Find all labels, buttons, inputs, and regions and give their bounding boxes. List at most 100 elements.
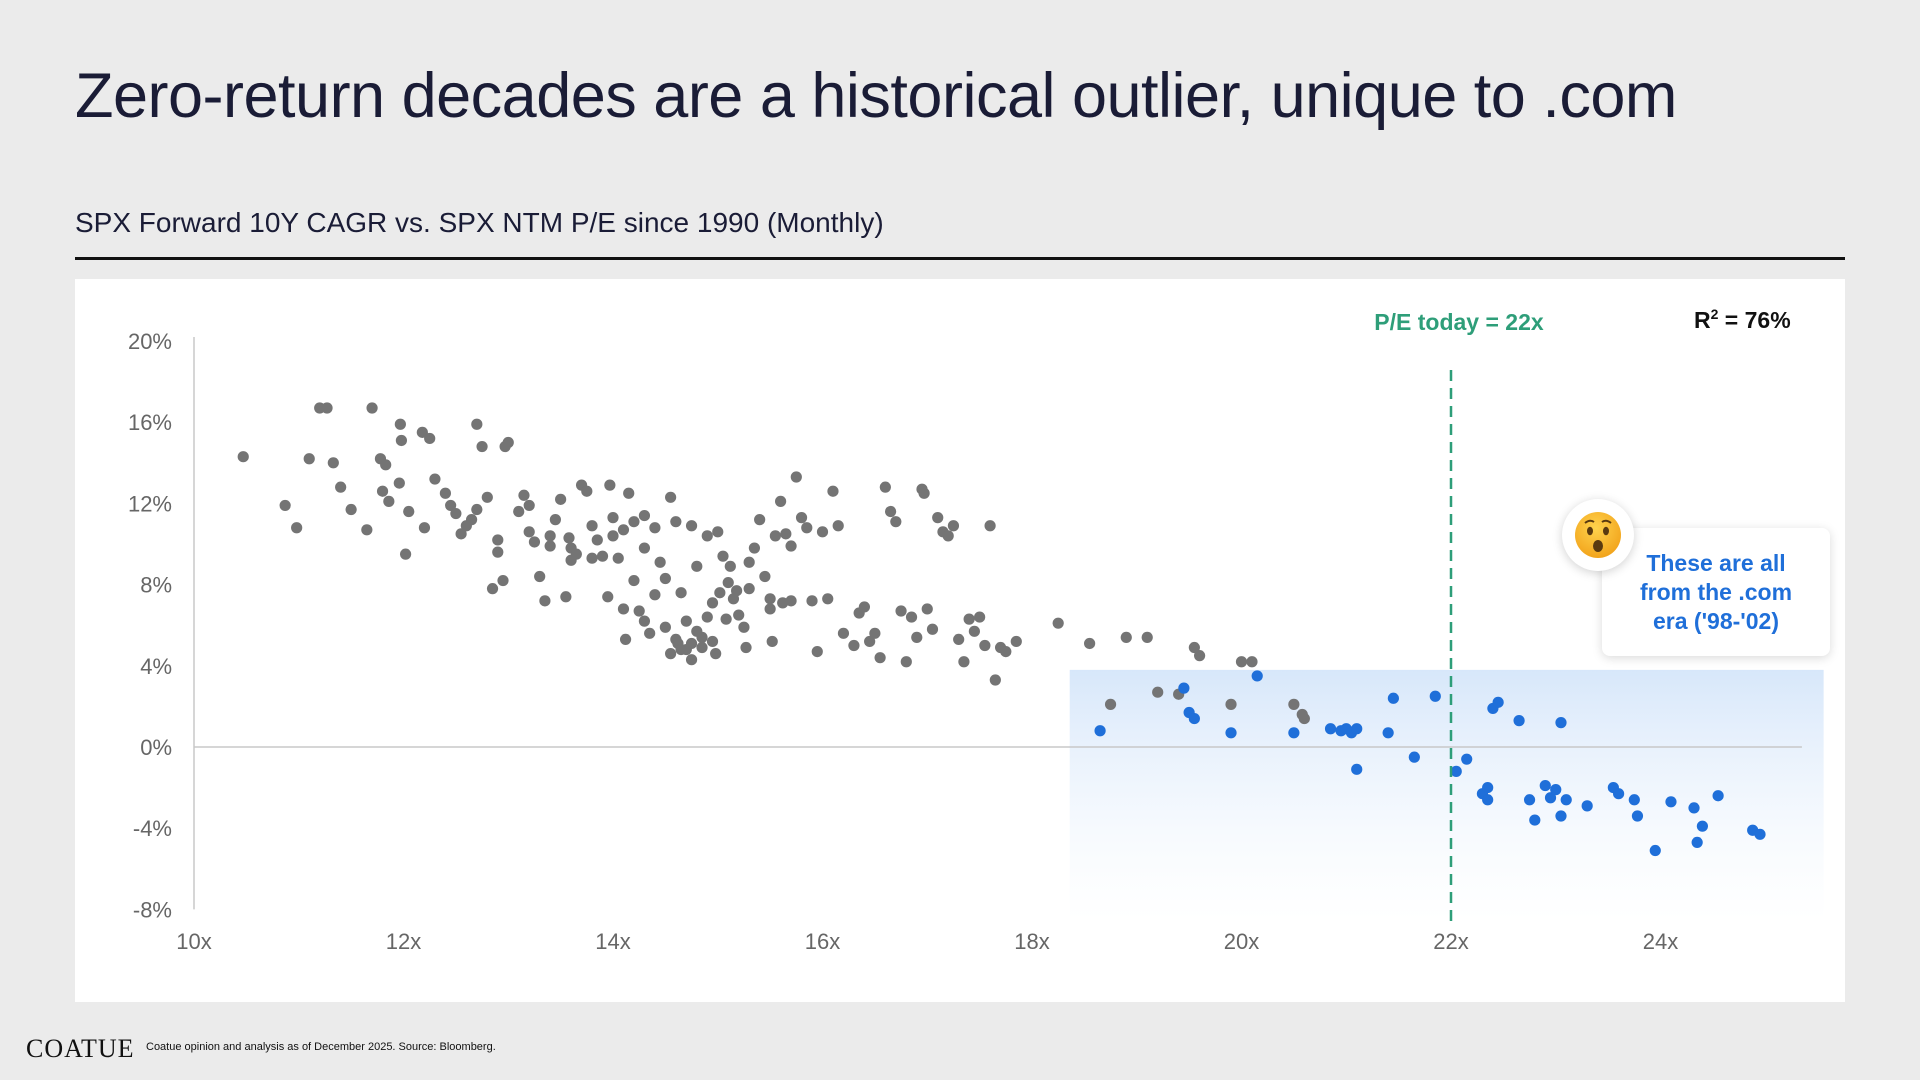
x-tick-label: 12x — [386, 929, 421, 954]
dotcom-data-point — [1581, 800, 1593, 812]
data-point — [607, 512, 619, 524]
dotcom-data-point — [1387, 692, 1399, 704]
data-point — [790, 471, 802, 483]
data-point — [424, 432, 436, 445]
data-point — [1084, 637, 1096, 650]
data-point — [376, 485, 389, 497]
dotcom-data-point — [1544, 792, 1557, 804]
dotcom-callout: These are all from the .com era ('98-'02… — [1602, 528, 1830, 656]
dotcom-data-point — [1523, 794, 1536, 806]
data-point — [481, 491, 493, 503]
data-point — [623, 487, 635, 499]
data-point — [926, 623, 939, 635]
dotcom-data-point — [1094, 725, 1106, 737]
callout-text: These are all from the .com era ('98-'02… — [1639, 549, 1793, 634]
data-point — [766, 635, 778, 648]
data-point — [691, 560, 703, 572]
data-point — [1288, 698, 1300, 710]
dotcom-data-point — [1631, 810, 1644, 822]
dotcom-data-point — [1288, 727, 1300, 739]
data-point — [604, 479, 616, 491]
dotcom-data-point — [1188, 712, 1200, 725]
data-point — [714, 587, 726, 599]
data-point — [617, 603, 630, 615]
data-point — [918, 487, 930, 499]
data-point — [869, 627, 881, 639]
data-point — [335, 481, 347, 493]
data-point — [947, 520, 960, 532]
dotcom-data-point — [1513, 715, 1525, 727]
data-point — [811, 645, 823, 658]
data-point — [712, 526, 724, 538]
data-point — [366, 402, 378, 414]
data-point — [602, 591, 614, 603]
data-point — [471, 418, 483, 430]
dotcom-highlight-region — [1069, 669, 1824, 922]
data-point — [942, 530, 954, 542]
data-point — [586, 520, 598, 532]
data-point — [612, 552, 624, 564]
data-point — [361, 524, 373, 536]
data-point — [654, 556, 666, 568]
data-point — [696, 641, 708, 654]
data-point — [680, 615, 692, 627]
data-point — [706, 635, 719, 648]
dotcom-data-point — [1613, 788, 1625, 800]
brand-logo: COATUE — [26, 1034, 135, 1063]
y-tick-label: -4% — [133, 816, 172, 841]
data-point — [455, 528, 467, 540]
data-point — [534, 570, 546, 583]
dotcom-data-point — [1408, 751, 1420, 763]
data-point — [380, 459, 392, 471]
data-point — [738, 621, 750, 633]
dotcom-data-point — [1649, 844, 1661, 857]
dotcom-data-point — [1696, 820, 1708, 832]
data-point — [476, 440, 488, 453]
data-point — [720, 613, 732, 625]
data-point — [932, 512, 944, 524]
data-point — [691, 625, 703, 637]
data-point — [492, 546, 504, 558]
y-tick-label: 16% — [128, 410, 172, 435]
data-point — [864, 635, 876, 648]
data-point — [619, 633, 632, 646]
data-point — [743, 556, 755, 568]
data-point — [775, 495, 787, 507]
data-point — [665, 491, 677, 503]
data-point — [279, 499, 291, 512]
x-tick-label: 18x — [1014, 929, 1049, 954]
data-point — [644, 627, 656, 639]
data-point — [416, 426, 428, 438]
data-point — [710, 648, 722, 660]
data-point — [513, 505, 525, 518]
data-point — [1104, 698, 1117, 710]
data-point — [471, 503, 483, 516]
data-point — [659, 621, 671, 633]
data-point — [717, 550, 729, 562]
data-point — [874, 652, 886, 664]
data-point — [911, 631, 923, 643]
data-point — [764, 593, 776, 605]
data-point — [628, 574, 640, 587]
data-point — [921, 603, 933, 615]
data-point — [724, 560, 736, 572]
source-note: Coatue opinion and analysis as of Decemb… — [146, 1041, 496, 1053]
data-point — [560, 591, 572, 603]
surprised-face-icon — [1562, 499, 1634, 571]
data-point — [722, 576, 734, 589]
data-point — [958, 656, 970, 668]
data-point — [1298, 712, 1310, 725]
data-point — [497, 574, 509, 587]
dotcom-data-point — [1251, 670, 1263, 682]
x-tick-label: 22x — [1433, 929, 1468, 954]
data-point — [785, 540, 797, 552]
dotcom-data-point — [1351, 763, 1363, 775]
data-point — [984, 520, 996, 532]
data-point — [565, 554, 577, 566]
data-point — [858, 601, 871, 613]
data-point — [953, 633, 965, 646]
dotcom-data-point — [1529, 814, 1541, 826]
dotcom-data-point — [1691, 836, 1703, 849]
data-point — [638, 509, 651, 522]
